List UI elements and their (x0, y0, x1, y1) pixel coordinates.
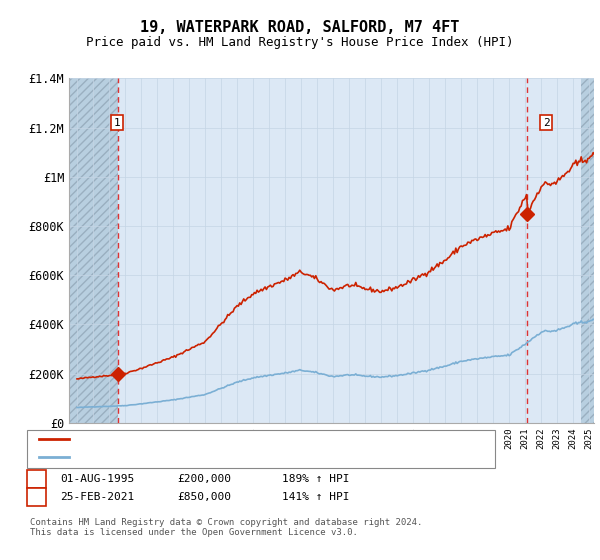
Text: Price paid vs. HM Land Registry's House Price Index (HPI): Price paid vs. HM Land Registry's House … (86, 36, 514, 49)
Bar (581, 78, 594, 423)
Text: £200,000: £200,000 (177, 474, 231, 484)
Text: 1: 1 (33, 474, 40, 484)
Text: HPI: Average price, detached house, Salford: HPI: Average price, detached house, Salf… (76, 452, 345, 462)
Bar (69, 78, 118, 423)
Text: £850,000: £850,000 (177, 492, 231, 502)
Text: 19, WATERPARK ROAD, SALFORD, M7 4FT: 19, WATERPARK ROAD, SALFORD, M7 4FT (140, 20, 460, 35)
Text: Contains HM Land Registry data © Crown copyright and database right 2024.
This d: Contains HM Land Registry data © Crown c… (30, 518, 422, 538)
Text: 189% ↑ HPI: 189% ↑ HPI (282, 474, 349, 484)
Text: 1: 1 (113, 118, 120, 128)
Text: 2: 2 (33, 492, 40, 502)
Text: 141% ↑ HPI: 141% ↑ HPI (282, 492, 349, 502)
Text: 19, WATERPARK ROAD, SALFORD, M7 4FT (detached house): 19, WATERPARK ROAD, SALFORD, M7 4FT (det… (76, 434, 401, 444)
Text: 2: 2 (543, 118, 550, 128)
Text: 01-AUG-1995: 01-AUG-1995 (60, 474, 134, 484)
Text: 25-FEB-2021: 25-FEB-2021 (60, 492, 134, 502)
